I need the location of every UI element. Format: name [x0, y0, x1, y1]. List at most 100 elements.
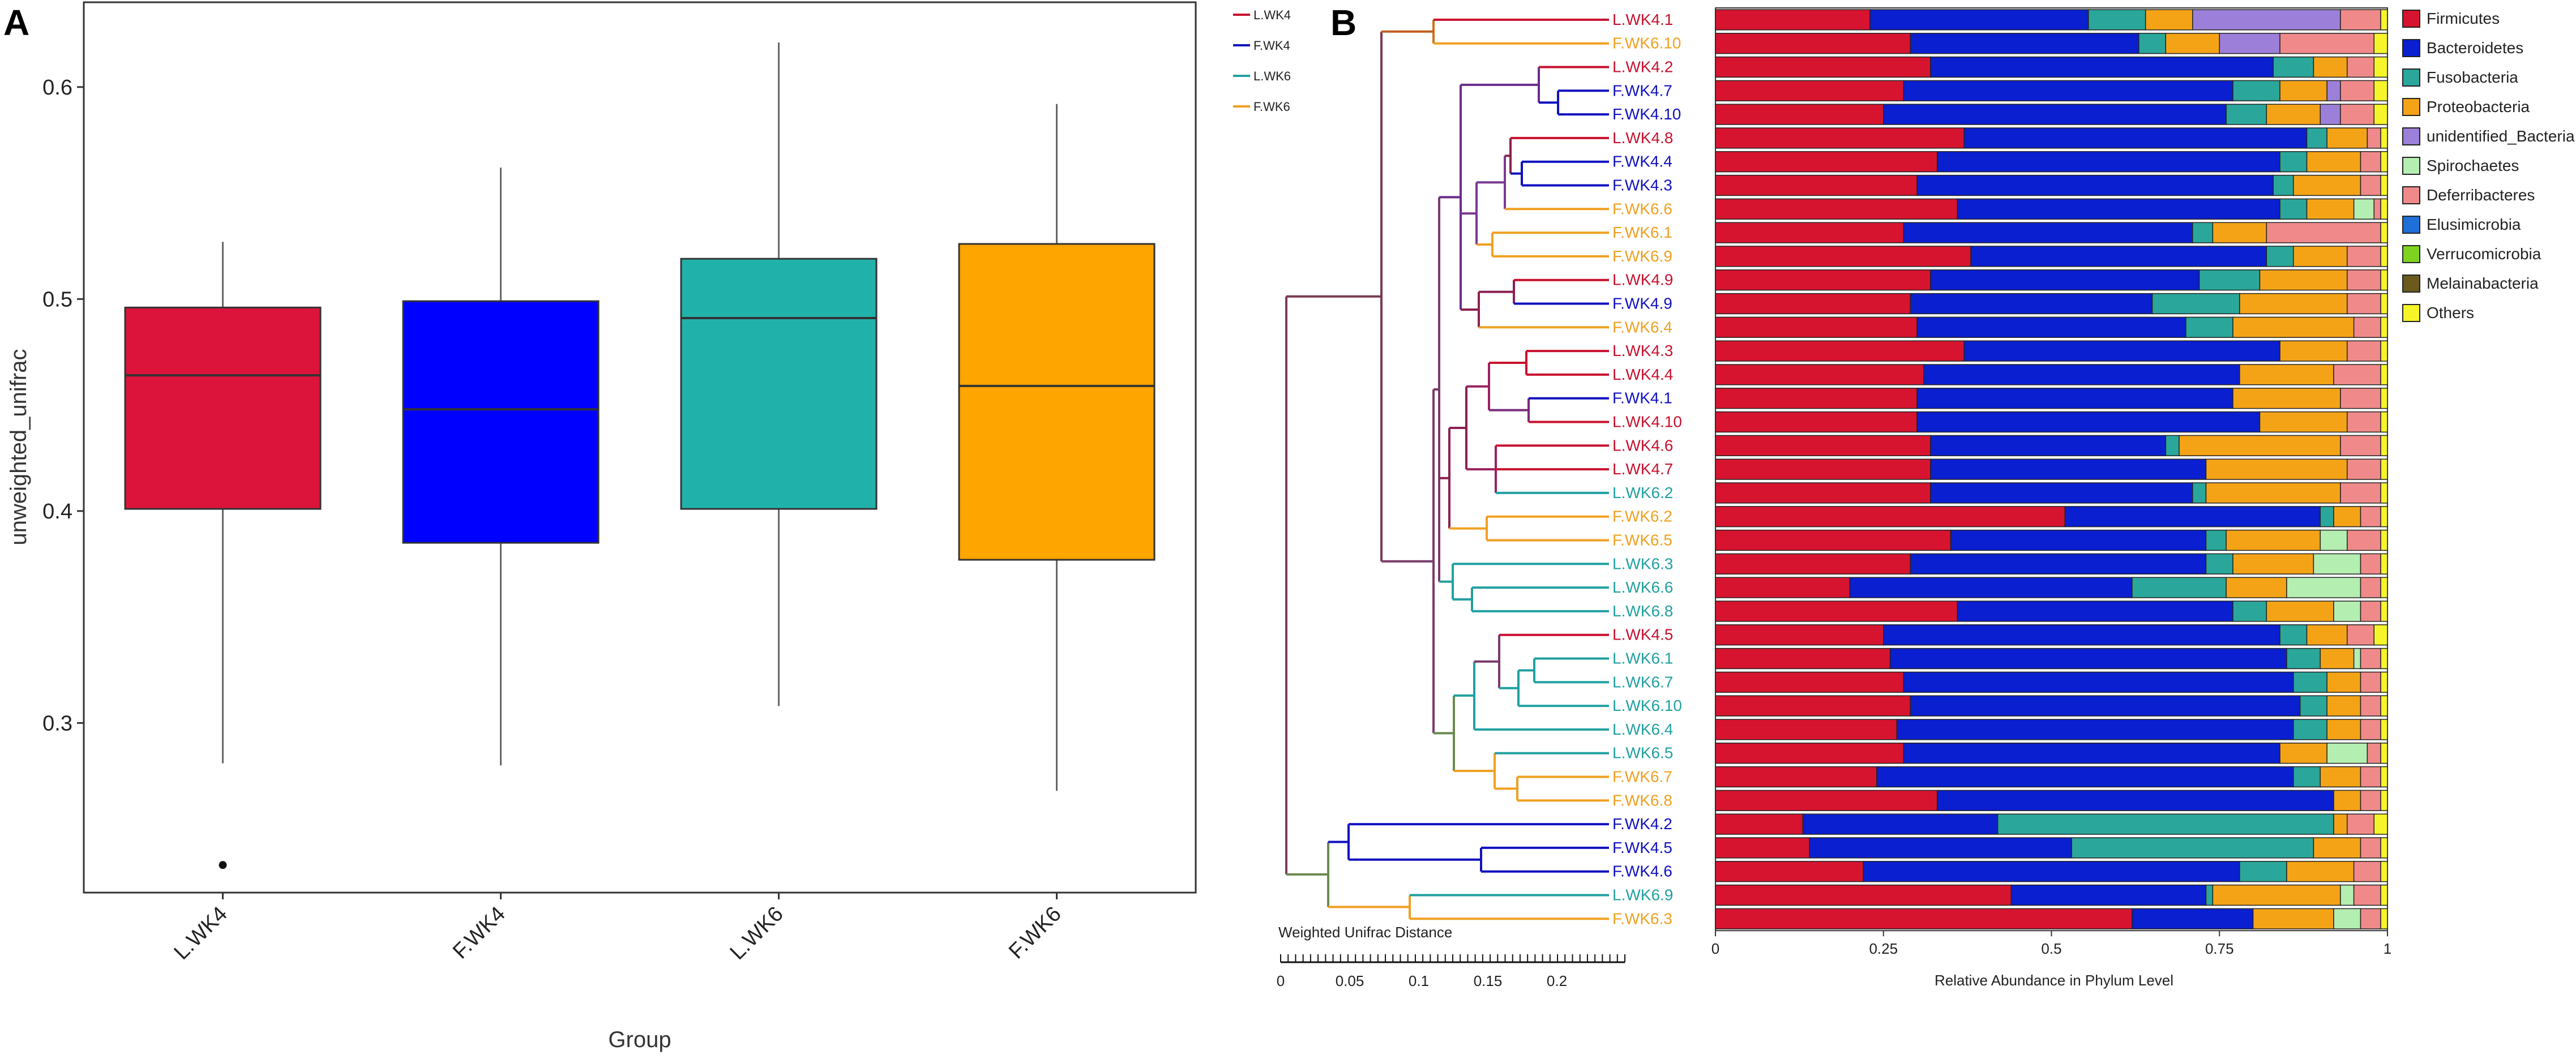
bar-segment-bacteroidetes — [1916, 388, 2233, 409]
bar-segment-bacteroidetes — [1930, 482, 2193, 504]
bar-segment-deferribacteres — [2360, 790, 2381, 811]
bar-segment-firmicutes — [1715, 884, 2012, 906]
panel-a-boxplot: A 0.3 0.4 0.5 0.6 L.WK4 F.WK4 L.WK6 F.WK6 unwe… — [3, 1, 1197, 1052]
box-body — [402, 300, 600, 544]
bar-segment-firmicutes — [1715, 340, 1965, 362]
scale-tick-label: 0.2 — [1547, 972, 1567, 989]
sample-label: F.WK4.6 — [1612, 863, 1672, 880]
bar-segment-others — [2380, 127, 2388, 149]
bar-l-wk4-8 — [1715, 127, 2388, 149]
legend-label: unidentified_Bacteria — [2427, 127, 2575, 145]
bar-segment-deferribacteres — [2360, 601, 2381, 622]
bar-segment-deferribacteres — [2347, 529, 2381, 551]
bar-segment-others — [2380, 719, 2388, 740]
bar-segment-bacteroidetes — [1950, 529, 2207, 551]
x-tick-label: F.WK6 — [1004, 902, 1066, 964]
bar-segment-fusobacteria — [2306, 127, 2327, 149]
bar-segment-firmicutes — [1715, 269, 1931, 291]
bar-segment-fusobacteria — [2299, 695, 2327, 717]
bar-segment-deferribacteres — [2347, 624, 2375, 646]
bar-segment-others — [2380, 837, 2388, 859]
bar-segment-bacteroidetes — [1916, 411, 2261, 433]
bar-f-wk6-5 — [1715, 529, 2388, 551]
tree-legend-label: F.WK4 — [1253, 38, 1290, 53]
legend-swatch — [2402, 39, 2420, 57]
bar-segment-proteobacteria — [2179, 435, 2341, 456]
bar-f-wk6-8 — [1715, 790, 2388, 811]
scale-tick-label: 0.1 — [1409, 972, 1429, 989]
bar-segment-proteobacteria — [2313, 837, 2361, 859]
bar-segment-bacteroidetes — [1910, 695, 2301, 717]
bar-segment-deferribacteres — [2360, 837, 2381, 859]
bar-segment-proteobacteria — [2145, 9, 2193, 31]
bar-l-wk6-2 — [1715, 482, 2388, 504]
box-f-wk4 — [402, 168, 600, 766]
y-tick-label: 0.6 — [42, 76, 72, 100]
bar-segment-proteobacteria — [2333, 790, 2361, 811]
bar-segment-fusobacteria — [2165, 435, 2180, 456]
legend-label: Deferribacteres — [2427, 186, 2535, 204]
bar-segment-others — [2380, 861, 2388, 882]
bar-f-wk6-10 — [1715, 33, 2388, 54]
sample-label: F.WK6.7 — [1612, 768, 1672, 786]
bar-segment-bacteroidetes — [1957, 601, 2233, 622]
bar-segment-deferribacteres — [2279, 33, 2375, 54]
sample-label: L.WK4.8 — [1612, 129, 1673, 147]
bar-segment-fusobacteria — [2279, 151, 2308, 173]
panel-b-x-axis-title: Relative Abundance in Phylum Level — [1935, 972, 2173, 989]
sample-label: L.WK4.4 — [1612, 366, 1673, 383]
bar-segment-others — [2380, 671, 2388, 693]
x-tick-label: 0 — [1711, 940, 1719, 957]
bar-segment-deferribacteres — [2367, 743, 2381, 764]
bar-segment-others — [2380, 577, 2388, 598]
box-body — [124, 306, 322, 510]
bar-segment-proteobacteria — [2165, 33, 2220, 54]
bar-segment-bacteroidetes — [1963, 340, 2280, 362]
bar-segment-firmicutes — [1715, 506, 2065, 528]
bar-segment-firmicutes — [1715, 198, 1958, 220]
scale-tick-label: 0.15 — [1474, 972, 1503, 989]
bar-segment-proteobacteria — [2326, 695, 2361, 717]
bar-segment-deferribacteres — [2340, 80, 2375, 101]
bar-segment-proteobacteria — [2320, 766, 2361, 788]
bar-segment-firmicutes — [1715, 695, 1911, 717]
bar-segment-proteobacteria — [2226, 529, 2321, 551]
bar-f-wk6-1 — [1715, 222, 2388, 243]
sample-label: L.WK6.5 — [1612, 744, 1673, 762]
box-l-wk6 — [680, 42, 878, 706]
bar-segment-deferribacteres — [2360, 506, 2381, 528]
tree-legend-label: L.WK6 — [1253, 69, 1291, 83]
tree-legend-label: L.WK4 — [1253, 8, 1291, 22]
bar-segment-bacteroidetes — [1930, 56, 2274, 78]
bar-segment-others — [2380, 553, 2388, 574]
bar-segment-proteobacteria — [2326, 719, 2361, 740]
sample-label: L.WK6.2 — [1612, 484, 1673, 501]
bar-segment-deferribacteres — [2340, 388, 2381, 409]
bar-segment-others — [2380, 766, 2388, 788]
bar-segment-proteobacteria — [2279, 743, 2327, 764]
bar-segment-firmicutes — [1715, 482, 1931, 504]
bar-segment-proteobacteria — [2226, 577, 2287, 598]
bar-segment-fusobacteria — [2273, 174, 2294, 196]
bar-segment-firmicutes — [1715, 316, 1918, 338]
bar-segment-proteobacteria — [2306, 624, 2348, 646]
legend-label: Others — [2427, 304, 2474, 321]
x-tick-label: F.WK4 — [448, 902, 510, 964]
bar-segment-firmicutes — [1715, 174, 1918, 196]
bar-segment-firmicutes — [1715, 222, 1905, 243]
bar-segment-deferribacteres — [2266, 222, 2381, 243]
sample-label: L.WK6.8 — [1612, 602, 1673, 620]
bar-segment-deferribacteres — [2347, 246, 2381, 267]
bar-segment-others — [2380, 411, 2388, 433]
bar-segment-others — [2380, 222, 2388, 243]
bar-segment-deferribacteres — [2353, 316, 2381, 338]
bar-segment-fusobacteria — [2293, 719, 2327, 740]
panel-b-letter: B — [1330, 2, 1357, 43]
bar-segment-bacteroidetes — [1876, 766, 2294, 788]
y-tick-label: 0.5 — [42, 288, 72, 311]
scale-tick-label: 0.05 — [1336, 972, 1364, 989]
bar-segment-bacteroidetes — [1903, 671, 2294, 693]
bar-segment-fusobacteria — [2132, 577, 2227, 598]
bar-segment-deferribacteres — [2347, 269, 2381, 291]
bar-segment-unidentified-bacteria — [2219, 33, 2280, 54]
